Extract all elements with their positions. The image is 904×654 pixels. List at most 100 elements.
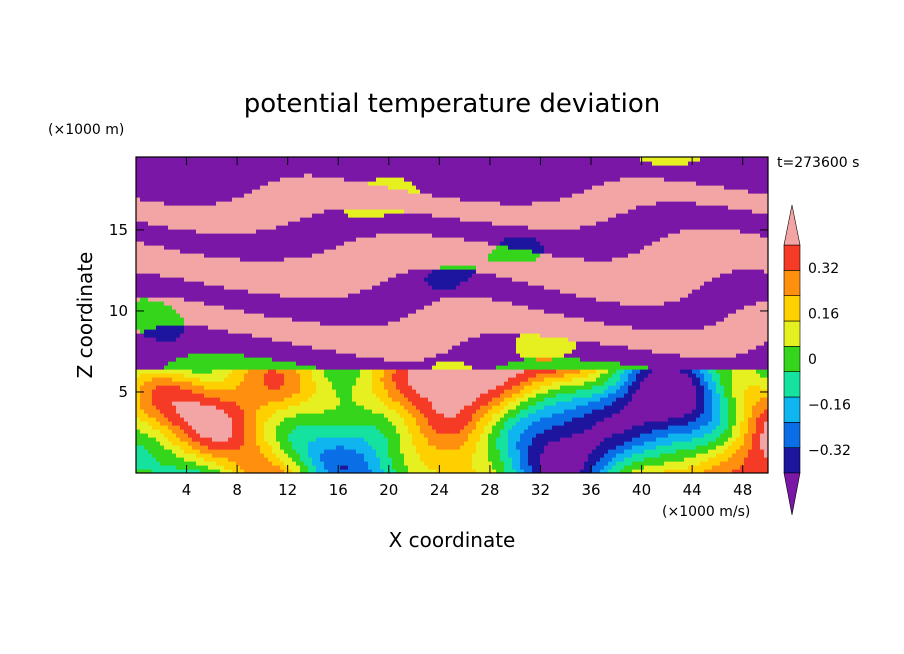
field-cell xyxy=(612,381,617,386)
field-cell xyxy=(388,373,393,378)
field-cell xyxy=(556,409,561,414)
field-cell xyxy=(376,373,381,378)
field-cell xyxy=(756,357,761,362)
field-cell xyxy=(152,441,157,446)
field-cell xyxy=(148,381,153,386)
field-cell xyxy=(204,381,209,386)
field-cell xyxy=(484,453,489,458)
field-cell xyxy=(332,457,337,462)
field-cell xyxy=(244,377,249,382)
field-cell xyxy=(664,361,669,366)
field-cell xyxy=(160,353,165,358)
field-cell xyxy=(540,357,545,362)
field-cell xyxy=(500,425,505,430)
field-cell xyxy=(692,385,697,390)
field-cell xyxy=(468,361,473,366)
field-cell xyxy=(228,433,233,438)
field-cell xyxy=(480,373,485,378)
field-cell xyxy=(580,461,585,466)
field-cell xyxy=(588,445,593,450)
field-cell xyxy=(320,357,325,362)
field-cell xyxy=(640,393,645,398)
field-cell xyxy=(644,361,649,366)
field-cell xyxy=(696,433,701,438)
field-cell xyxy=(448,393,453,398)
field-cell xyxy=(316,445,321,450)
field-cell xyxy=(400,373,405,378)
field-cell xyxy=(404,405,409,410)
field-cell xyxy=(288,369,293,374)
field-cell xyxy=(332,429,337,434)
field-cell xyxy=(548,409,553,414)
field-cell xyxy=(736,369,741,374)
field-cell xyxy=(340,353,345,358)
field-cell xyxy=(352,397,357,402)
field-cell xyxy=(188,465,193,470)
field-cell xyxy=(284,413,289,418)
field-cell xyxy=(596,437,601,442)
field-cell xyxy=(596,365,601,370)
field-cell xyxy=(344,381,349,386)
field-cell xyxy=(596,441,601,446)
field-cell xyxy=(484,437,489,442)
field-cell xyxy=(324,377,329,382)
field-cell xyxy=(372,445,377,450)
field-cell xyxy=(240,385,245,390)
field-cell xyxy=(392,353,397,358)
field-cell xyxy=(228,449,233,454)
field-cell xyxy=(376,357,381,362)
field-cell xyxy=(384,357,389,362)
field-cell xyxy=(296,469,301,473)
field-cell xyxy=(180,449,185,454)
field-cell xyxy=(664,401,669,406)
field-cell xyxy=(676,425,681,430)
field-cell xyxy=(316,453,321,458)
field-cell xyxy=(208,449,213,454)
field-cell xyxy=(296,389,301,394)
field-cell xyxy=(424,433,429,438)
field-cell xyxy=(740,421,745,426)
field-cell xyxy=(620,429,625,434)
field-cell xyxy=(264,469,269,473)
field-cell xyxy=(572,433,577,438)
chart-title: potential temperature deviation xyxy=(244,89,660,119)
field-cell xyxy=(252,373,257,378)
field-cell xyxy=(316,469,321,473)
field-cell xyxy=(632,441,637,446)
field-cell xyxy=(488,425,493,430)
field-cell xyxy=(552,449,557,454)
field-cell xyxy=(512,469,517,473)
field-cell xyxy=(352,357,357,362)
field-cell xyxy=(480,445,485,450)
field-cell xyxy=(432,457,437,462)
field-cell xyxy=(352,389,357,394)
field-cell xyxy=(324,397,329,402)
field-cell xyxy=(600,469,605,473)
field-cell xyxy=(144,433,149,438)
field-cell xyxy=(452,365,457,370)
field-cell xyxy=(412,429,417,434)
field-cell xyxy=(704,353,709,358)
field-cell xyxy=(500,409,505,414)
field-cell xyxy=(272,445,277,450)
field-cell xyxy=(140,353,145,358)
field-cell xyxy=(316,441,321,446)
field-cell xyxy=(408,369,413,374)
field-cell xyxy=(404,349,409,354)
field-cell xyxy=(168,413,173,418)
field-cell xyxy=(252,389,257,394)
field-cell xyxy=(364,357,369,362)
field-cell xyxy=(288,361,293,366)
field-cell xyxy=(692,457,697,462)
field-cell xyxy=(344,365,349,370)
field-cell xyxy=(512,369,517,374)
field-cell xyxy=(452,465,457,470)
field-cell xyxy=(232,421,237,426)
field-cell xyxy=(216,357,221,362)
field-cell xyxy=(432,421,437,426)
field-cell xyxy=(604,417,609,422)
field-cell xyxy=(292,365,297,370)
field-cell xyxy=(440,465,445,470)
field-cell xyxy=(344,353,349,358)
field-cell xyxy=(700,461,705,466)
